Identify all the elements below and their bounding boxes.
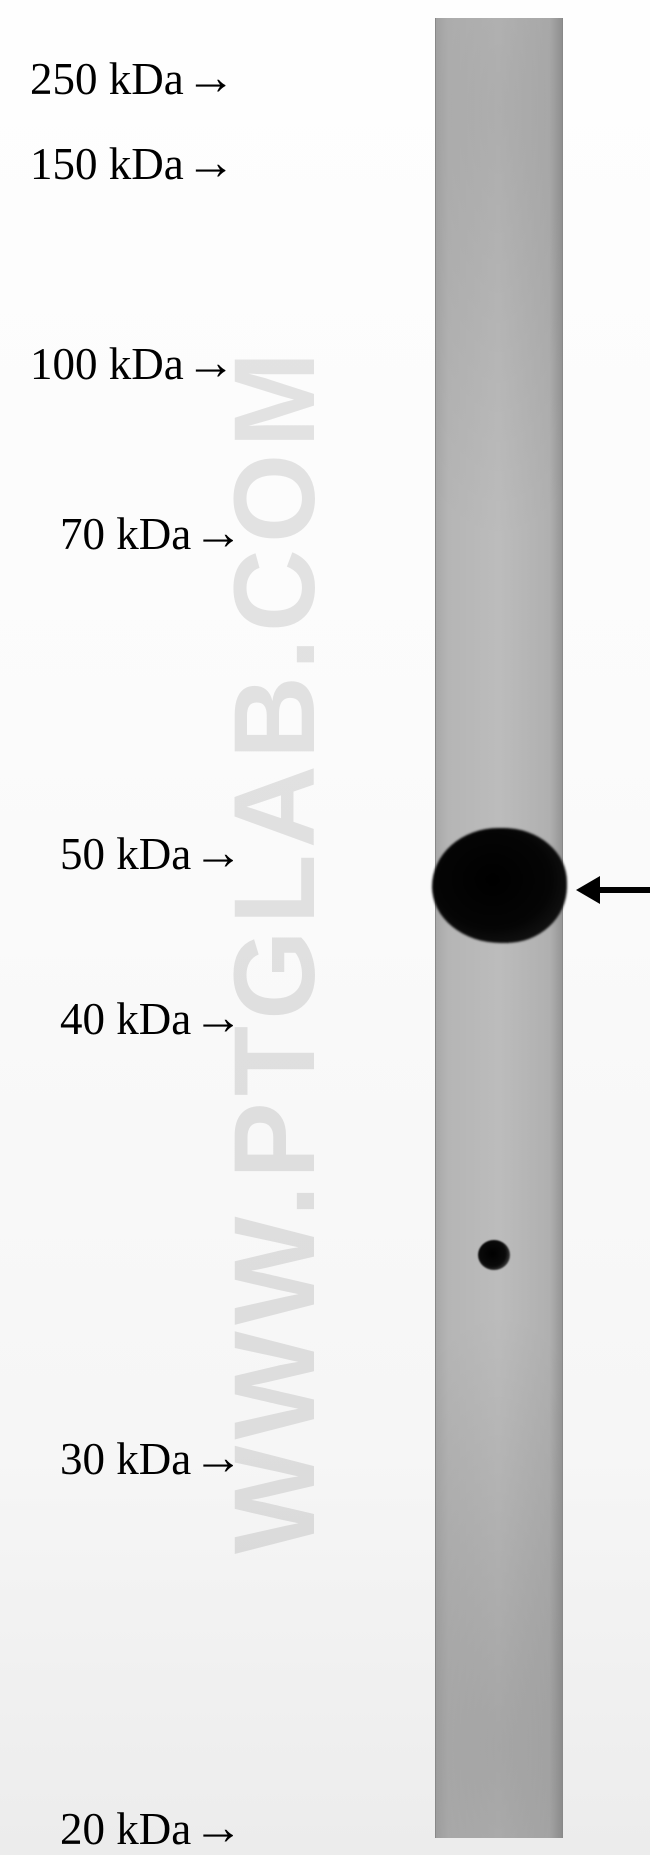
ladder-marker-40: 40 kDa→ <box>60 990 243 1048</box>
ladder-marker-50: 50 kDa→ <box>60 825 243 883</box>
arrow-right-icon: → <box>193 1428 243 1486</box>
arrow-right-icon: → <box>193 823 243 881</box>
ladder-label-text: 40 kDa <box>60 993 191 1045</box>
ladder-marker-20: 20 kDa→ <box>60 1800 243 1858</box>
ladder-label-text: 150 kDa <box>30 138 184 190</box>
target-band-arrow <box>576 876 650 904</box>
ladder-label-text: 50 kDa <box>60 828 191 880</box>
arrow-right-icon: → <box>186 48 236 106</box>
ladder-label-text: 70 kDa <box>60 508 191 560</box>
western-blot: WWW.PTGLAB.COM 250 kDa→ 150 kDa→ 100 kDa… <box>0 0 650 1855</box>
arrow-right-icon: → <box>193 503 243 561</box>
ladder-label-text: 30 kDa <box>60 1433 191 1485</box>
band-main <box>432 828 567 943</box>
arrow-right-icon: → <box>186 133 236 191</box>
ladder-marker-70: 70 kDa→ <box>60 505 243 563</box>
arrow-right-icon: → <box>193 988 243 1046</box>
ladder-marker-150: 150 kDa→ <box>30 135 236 193</box>
arrow-left-head-icon <box>576 876 600 904</box>
arrow-right-icon: → <box>186 333 236 391</box>
arrow-shaft <box>600 887 650 893</box>
arrow-right-icon: → <box>193 1798 243 1856</box>
ladder-marker-250: 250 kDa→ <box>30 50 236 108</box>
band-minor <box>478 1240 510 1270</box>
ladder-marker-100: 100 kDa→ <box>30 335 236 393</box>
ladder-label-text: 100 kDa <box>30 338 184 390</box>
ladder-label-text: 20 kDa <box>60 1803 191 1855</box>
ladder-label-text: 250 kDa <box>30 53 184 105</box>
ladder-marker-30: 30 kDa→ <box>60 1430 243 1488</box>
